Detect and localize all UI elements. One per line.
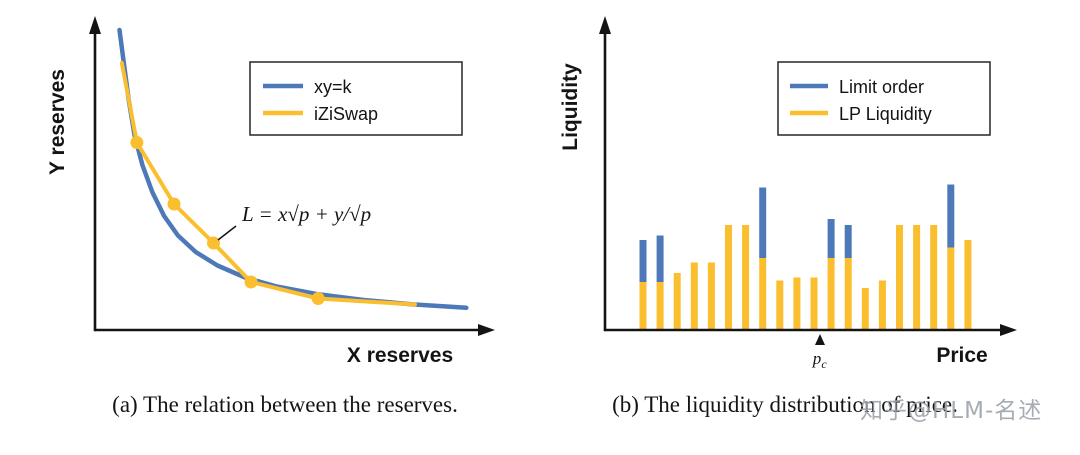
annotation-group: L = x√p + y/√p: [217, 202, 371, 241]
legend-a: xy=k iZiSwap: [249, 61, 463, 136]
bar-lp-liquidity: [707, 262, 715, 330]
iziswap-marker-dot: [311, 292, 325, 305]
x-axis-arrowhead-icon: [1000, 324, 1017, 336]
legend-b: Limit order LP Liquidity: [777, 61, 991, 136]
watermark: 知乎@HLM-名述: [860, 398, 1043, 424]
current-price-label: p: [812, 349, 822, 368]
y-axis-arrowhead-icon: [89, 16, 101, 34]
bar-limit-order: [759, 187, 767, 258]
bar-lp-liquidity: [930, 225, 938, 330]
iziswap-marker-dot: [167, 197, 181, 211]
bar-lp-liquidity: [793, 277, 801, 330]
bar-lp-liquidity: [690, 262, 698, 330]
bar-limit-order: [827, 219, 835, 258]
y-axis-label: Y reserves: [46, 69, 69, 175]
y-axis-arrowhead-icon: [599, 16, 611, 34]
legend-label-limit-order: Limit order: [839, 77, 924, 97]
bar-lp-liquidity: [810, 277, 818, 330]
iziswap-marker-dot: [244, 275, 258, 289]
invariant-formula-annotation: L = x√p + y/√p: [241, 202, 371, 226]
bar-lp-liquidity: [673, 273, 681, 330]
bar-lp-liquidity: [827, 258, 835, 330]
bar-lp-liquidity: [896, 225, 903, 330]
current-price-marker-icon: [814, 334, 825, 345]
bar-limit-order: [656, 235, 664, 282]
bar-lp-liquidity: [964, 240, 972, 330]
bar-lp-liquidity: [947, 247, 955, 330]
bar-lp-liquidity: [656, 282, 664, 330]
caption-a: (a) The relation between the reserves.: [112, 392, 458, 417]
bar-lp-liquidity: [913, 225, 921, 330]
caption-b: (b) The liquidity distribution of price.: [612, 392, 958, 417]
bar-limit-order: [639, 240, 647, 282]
legend-box: [249, 61, 463, 136]
legend-label-xyk: xy=k: [314, 77, 353, 97]
bar-lp-liquidity: [776, 280, 784, 330]
price-marker-group: p c: [812, 334, 827, 371]
bars-group: [639, 184, 972, 330]
legend-label-lp-liquidity: LP Liquidity: [839, 104, 932, 124]
y-axis-label: Liquidity: [560, 63, 582, 151]
x-axis-label: X reserves: [347, 344, 453, 367]
iziswap-marker-dot: [207, 236, 220, 250]
bar-lp-liquidity: [742, 225, 750, 330]
legend-box: [777, 61, 991, 136]
x-axis-label: Price: [936, 344, 987, 367]
iziswap-marker-dot: [130, 136, 144, 149]
bar-lp-liquidity: [861, 288, 869, 330]
annotation-pointer-line: [217, 225, 237, 241]
series-iziswap-group: [119, 61, 417, 307]
bar-lp-liquidity: [878, 280, 886, 330]
bar-lp-liquidity: [759, 258, 767, 330]
bar-lp-liquidity: [725, 225, 732, 330]
legend-label-iziswap: iZiSwap: [314, 104, 378, 124]
bar-lp-liquidity: [639, 282, 647, 330]
current-price-label-subscript: c: [821, 357, 827, 371]
bar-limit-order: [844, 225, 852, 258]
x-axis-arrowhead-icon: [478, 324, 495, 336]
liquidity-chart: Liquidity Price p c Limit order LP Liqui…: [560, 16, 1017, 371]
reserves-chart: Y reserves X reserves L = x√p + y/√p xy=…: [46, 16, 495, 367]
bar-limit-order: [947, 184, 955, 248]
bar-lp-liquidity: [844, 258, 852, 330]
